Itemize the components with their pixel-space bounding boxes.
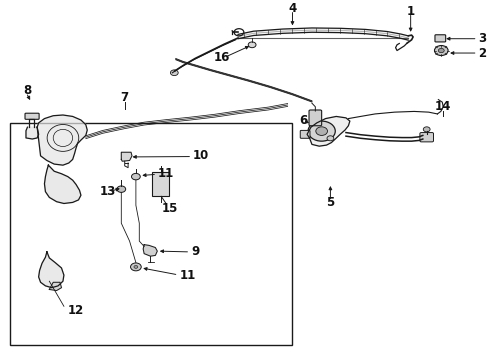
Polygon shape [44, 165, 81, 203]
Text: 4: 4 [288, 3, 296, 15]
Circle shape [131, 174, 140, 180]
Polygon shape [37, 115, 87, 165]
Text: 15: 15 [162, 202, 178, 215]
FancyBboxPatch shape [419, 132, 433, 142]
FancyBboxPatch shape [434, 35, 445, 42]
Circle shape [117, 186, 125, 192]
Text: 13: 13 [100, 185, 116, 198]
Text: 7: 7 [121, 91, 128, 104]
Circle shape [248, 42, 256, 48]
Text: 8: 8 [23, 84, 32, 97]
Polygon shape [121, 152, 132, 161]
Circle shape [307, 121, 335, 141]
Circle shape [437, 48, 443, 53]
Text: 6: 6 [299, 113, 306, 126]
Text: 16: 16 [213, 51, 230, 64]
Text: 12: 12 [68, 305, 84, 318]
Bar [152, 172, 169, 196]
Circle shape [130, 263, 141, 271]
Polygon shape [143, 245, 157, 256]
FancyBboxPatch shape [300, 130, 309, 138]
Text: 5: 5 [325, 196, 334, 209]
Circle shape [434, 45, 447, 55]
Circle shape [170, 70, 178, 76]
Text: 14: 14 [434, 100, 450, 113]
Polygon shape [26, 127, 39, 139]
Polygon shape [49, 282, 61, 291]
Text: 3: 3 [477, 32, 486, 45]
Text: 9: 9 [191, 246, 199, 258]
Circle shape [423, 127, 429, 132]
Text: 1: 1 [406, 5, 414, 18]
Text: 10: 10 [192, 149, 208, 162]
Circle shape [134, 265, 138, 268]
Circle shape [326, 136, 333, 141]
Bar [10, 123, 292, 345]
Text: 2: 2 [477, 46, 486, 59]
FancyBboxPatch shape [308, 110, 321, 126]
Polygon shape [39, 252, 64, 288]
Text: 11: 11 [157, 167, 173, 180]
Polygon shape [306, 116, 349, 146]
Text: 11: 11 [179, 269, 196, 282]
Circle shape [315, 127, 327, 135]
FancyBboxPatch shape [25, 113, 39, 119]
